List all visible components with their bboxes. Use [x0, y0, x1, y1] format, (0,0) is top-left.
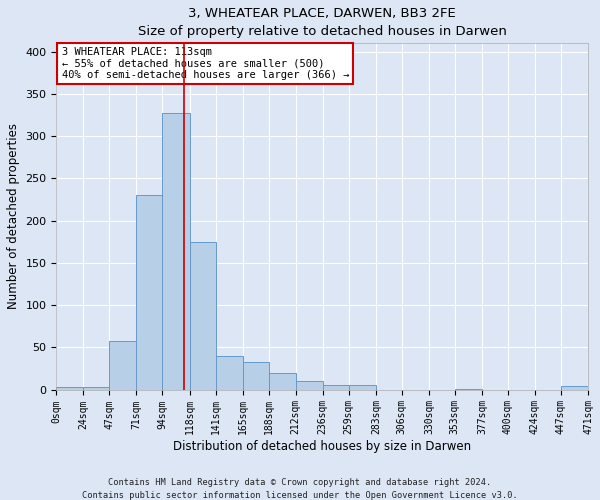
- X-axis label: Distribution of detached houses by size in Darwen: Distribution of detached houses by size …: [173, 440, 471, 453]
- Bar: [455, 388, 482, 390]
- Bar: [215, 356, 242, 390]
- Bar: [56, 387, 83, 390]
- Bar: [323, 386, 349, 390]
- Bar: [242, 362, 269, 390]
- Bar: [296, 381, 323, 390]
- Bar: [561, 386, 588, 390]
- Text: 3 WHEATEAR PLACE: 113sqm
← 55% of detached houses are smaller (500)
40% of semi-: 3 WHEATEAR PLACE: 113sqm ← 55% of detach…: [62, 46, 349, 80]
- Bar: [136, 196, 163, 390]
- Bar: [269, 372, 296, 390]
- Text: Contains HM Land Registry data © Crown copyright and database right 2024.
Contai: Contains HM Land Registry data © Crown c…: [82, 478, 518, 500]
- Bar: [109, 342, 136, 390]
- Y-axis label: Number of detached properties: Number of detached properties: [7, 124, 20, 310]
- Bar: [190, 242, 215, 390]
- Title: 3, WHEATEAR PLACE, DARWEN, BB3 2FE
Size of property relative to detached houses : 3, WHEATEAR PLACE, DARWEN, BB3 2FE Size …: [138, 7, 506, 38]
- Bar: [83, 387, 109, 390]
- Bar: [163, 112, 190, 390]
- Bar: [349, 386, 376, 390]
